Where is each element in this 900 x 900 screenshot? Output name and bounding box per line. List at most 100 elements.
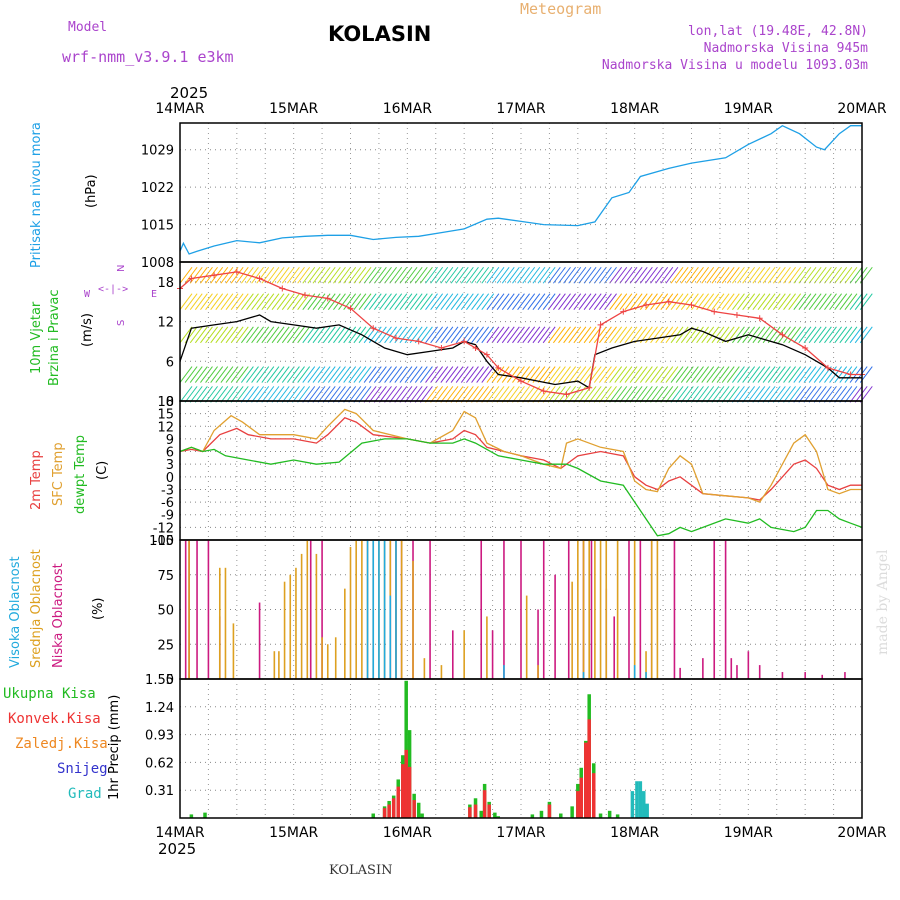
wind-barb [491,266,505,284]
bar-niska-oblacnost [196,540,198,679]
wind-barb [517,326,530,344]
wind-barb [588,386,602,403]
bar-grad [630,791,635,818]
wind-barb [215,266,229,284]
bar-konvek-kisa [391,798,396,818]
wind-barb [246,366,259,383]
wind-barb [399,266,413,284]
wind-barb [189,293,203,311]
wind-barb [379,266,392,284]
wind-barb [450,266,464,284]
wind-barb [680,293,694,311]
bar-ukupna-kisa [615,814,620,818]
bar-niska-oblacnost [567,540,570,679]
wind-barb [240,293,254,311]
wind-barb [839,366,853,383]
wind-barb [645,326,658,344]
wind-barb [348,366,362,383]
wind-barb [445,366,459,383]
wind-barb [404,386,418,403]
wind-barb [573,326,587,344]
wind-barb [788,266,802,284]
wind-barb [588,266,602,284]
wind-barb [808,386,822,403]
wind-barb [726,293,740,311]
wind-barb [466,293,479,311]
wind-barb [373,293,387,311]
wind-barb [788,386,802,403]
wind-barb [368,293,382,311]
wind-barb [476,266,490,284]
wind-barb [547,293,561,311]
wind-barb [460,366,474,383]
wind-barb [440,386,454,403]
wind-barb [420,326,433,344]
y-tick-label: 0 [166,395,174,410]
wind-barb [706,293,720,311]
wind-barb [778,386,791,403]
bar-srednja-oblacnost [582,540,585,679]
wind-barb [189,366,203,383]
gust-marker [370,325,377,332]
wind-barb [849,326,863,344]
gust-marker [256,275,263,282]
bar-niska-oblacnost [207,540,210,679]
wind-barb [276,366,290,383]
wind-barb [706,266,720,284]
bar-niska-oblacnost [429,540,431,679]
wind-barb [225,266,239,284]
bar-srednja-oblacnost [295,567,297,679]
y-tick-label: 1022 [141,181,174,196]
bar-visoka-oblacnost [366,540,369,679]
wind-barb [333,386,346,403]
wind-barb [302,386,316,403]
y-tick-label: 0.93 [145,729,174,744]
wind-barb [563,293,577,311]
wind-barbs [179,266,873,403]
wind-barb [179,326,193,344]
wind-barb [307,386,321,403]
bar-niska-oblacnost [258,602,261,679]
gust-marker [438,345,445,352]
wind-barb [829,326,843,344]
wind-barb [240,326,254,344]
wind-barb [358,326,372,344]
wind-barb [389,386,403,403]
wind-barb [235,293,249,311]
bar-niska-oblacnost [309,540,312,679]
wind-barb [312,266,326,284]
bar-srednja-oblacnost [616,540,619,679]
y-tick-label: 1015 [141,219,174,234]
wind-barb [737,293,750,311]
wind-barb [317,326,331,344]
wind-barb [737,266,750,284]
wind-barb [379,386,392,403]
y-tick-label: 50 [157,604,174,619]
wind-barb [783,326,796,344]
bar-niska-oblacnost [520,540,522,679]
wind-barb [552,326,566,344]
wind-barb [737,366,750,383]
model-label: Model [68,20,108,35]
bar-niska-oblacnost [184,540,187,679]
wind-barb [767,266,781,284]
wind-barb [767,386,781,403]
bar-srednja-oblacnost [334,637,337,679]
wind-barb [205,386,218,403]
wind-barb [430,386,444,403]
wind-barb [829,293,843,311]
wind-barb [537,326,551,344]
wind-barb [701,366,715,383]
wind-barb [271,366,285,383]
y-tick-label: 12 [157,420,174,435]
wind-barb [655,366,669,383]
wind-barb [711,366,725,383]
wind-barb [368,366,382,383]
gust-marker [483,351,490,358]
gust-marker [495,364,502,371]
bar-visoka-oblacnost [633,665,636,679]
wind-barb [471,266,484,284]
wind-barb [287,293,300,311]
bar-visoka-oblacnost [389,595,392,679]
wind-barb [532,366,546,383]
